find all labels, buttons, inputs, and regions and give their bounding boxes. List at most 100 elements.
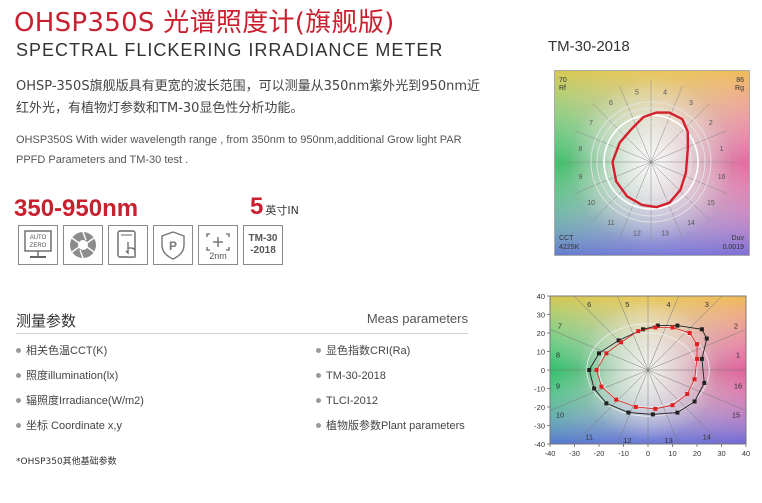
tm30-badge-line1: TM-30: [248, 233, 278, 244]
tm30-spokes: [569, 80, 733, 244]
page-title: OHSP350S 光谱照度计(旗舰版): [14, 8, 395, 38]
tm30-test-shape: [611, 111, 689, 209]
chart-bin-label: 12: [623, 436, 631, 445]
reference-point: [650, 412, 655, 417]
parameters-divider: [16, 333, 468, 334]
bullet-icon: [316, 347, 321, 353]
chart-spoke: [647, 296, 679, 371]
parameter-item: 坐标 Coordinate x,y: [16, 417, 144, 442]
parameter-item: 相关色温CCT(K): [16, 342, 144, 367]
chart-spoke: [647, 369, 679, 444]
y-tick-label: -30: [534, 422, 545, 431]
chart-bin-label: 6: [587, 300, 591, 309]
x-tick-label: 10: [668, 449, 676, 458]
parameter-item: 辐照度Irradiance(W/m2): [16, 392, 144, 417]
tm30-bin-label: 3: [689, 100, 693, 107]
reference-point: [675, 410, 680, 415]
reference-point: [597, 351, 601, 356]
tm30-rg-label: Rg: [735, 85, 744, 92]
tm30-badge-icon: TM-30 -2018: [243, 225, 283, 265]
x-tick-label: 40: [742, 449, 750, 458]
x-axis-ticks: -40 -30 -20 -10 0 10 20 30 40: [545, 444, 750, 458]
reference-point: [616, 338, 621, 343]
test-point: [594, 368, 599, 372]
chart-bin-label: 10: [556, 410, 564, 419]
screen-size-unit: 英寸IN: [265, 204, 299, 217]
test-point: [599, 384, 604, 389]
tm30-bin-label: 12: [633, 231, 641, 238]
auto-zero-icon: AUTO ZERO: [18, 225, 58, 265]
tm30-spoke: [650, 161, 727, 194]
x-tick-label: -40: [545, 449, 556, 458]
x-tick-label: -30: [569, 449, 580, 458]
tm30-bin-label: 4: [663, 89, 667, 96]
tm30-bin-label: 13: [661, 231, 669, 238]
tm30-bin-label: 5: [635, 89, 639, 96]
chart-bin-label: 13: [664, 436, 672, 445]
chart-bin-label: 1: [736, 350, 740, 359]
y-tick-label: 40: [537, 292, 545, 301]
bullet-icon: [316, 372, 321, 378]
tm30-spoke: [575, 161, 652, 194]
reference-point: [699, 327, 704, 332]
reference-point: [702, 380, 707, 385]
chart-spoke: [647, 369, 723, 444]
reference-point: [626, 410, 631, 415]
test-point: [695, 356, 699, 361]
feature-icons: AUTO ZERO P: [18, 225, 283, 265]
parameters-title: 测量参数: [16, 312, 77, 330]
wavelength-range: 350-950nm: [14, 195, 139, 222]
test-point: [636, 329, 641, 334]
tm30-duv-value: 0.0019: [723, 244, 745, 251]
tm30-bin-label: 8: [578, 146, 582, 153]
2nm-step-icon: 2nm: [198, 225, 238, 265]
parameters-left-list: 相关色温CCT(K) 照度illumination(lx) 辐照度Irradia…: [16, 342, 144, 442]
test-point: [653, 406, 658, 411]
page-subtitle: SPECTRAL FLICKERING IRRADIANCE METER: [16, 40, 444, 60]
bullet-icon: [316, 397, 321, 403]
tm30-spoke: [650, 103, 710, 163]
parameter-label: 照度illumination(lx): [26, 370, 119, 382]
x-tick-label: 0: [646, 449, 650, 458]
chart-bin-label: 4: [667, 300, 671, 309]
reference-point: [655, 323, 660, 328]
chart-bin-label: 16: [734, 382, 742, 391]
test-point: [653, 325, 658, 330]
chart-spoke: [647, 296, 723, 371]
y-tick-label: 0: [541, 366, 545, 375]
chart-bin-label: 11: [585, 432, 593, 441]
reference-point: [699, 356, 704, 361]
test-point: [692, 377, 697, 382]
2nm-step-text: 2nm: [209, 251, 227, 261]
chart-spoke: [550, 329, 649, 371]
tm30-bin-label: 10: [587, 200, 595, 207]
ppfd-shield-letter: P: [169, 239, 177, 253]
chart-series: [587, 323, 709, 417]
bullet-icon: [16, 347, 21, 353]
footnote: *OHSP350其他基础参数: [16, 457, 117, 467]
parameters-right-list: 显色指数CRI(Ra) TM-30-2018 TLCI-2012 植物版参数Pl…: [316, 342, 465, 442]
auto-zero-line1: AUTO: [30, 235, 47, 241]
bullet-icon: [316, 422, 321, 428]
test-point: [670, 403, 675, 408]
parameter-label: 植物版参数Plant parameters: [326, 420, 465, 432]
test-point: [695, 342, 699, 347]
parameters-title-en: Meas parameters: [366, 311, 468, 326]
tm30-bin-label: 16: [718, 174, 726, 181]
x-tick-label: -20: [594, 449, 605, 458]
tm30-spoke: [650, 86, 683, 163]
chart-ring: [586, 323, 710, 417]
parameter-label: 辐照度Irradiance(W/m2): [26, 395, 144, 407]
tm30-bin-label: 7: [589, 120, 593, 127]
chart-bin-label: 8: [556, 350, 560, 359]
chart-ring: [598, 332, 698, 408]
tm30-rf-value: 70: [559, 77, 567, 84]
tm30-ring: [610, 121, 692, 203]
parameter-item: 显色指数CRI(Ra): [316, 342, 465, 367]
chart-spoke: [647, 369, 746, 411]
y-tick-label: 20: [537, 329, 545, 338]
chart-spokes: [550, 296, 746, 444]
y-tick-label: 10: [537, 348, 545, 357]
description-chinese: OHSP-350S旗舰版具有更宽的波长范围，可以测量从350nm紫外光到950n…: [16, 79, 481, 116]
